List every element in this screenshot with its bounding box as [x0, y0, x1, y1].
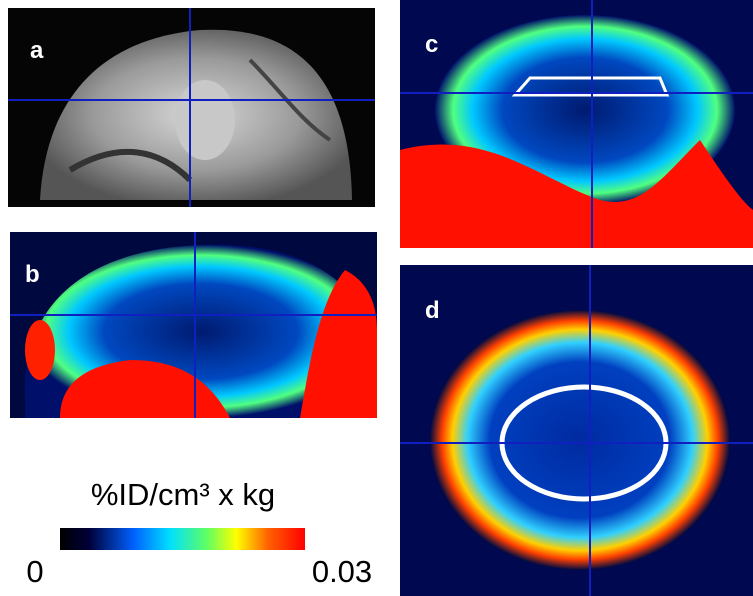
colorbar: %ID/cm³ x kg 0 0.03 [26, 477, 372, 589]
panel-label: c [425, 31, 438, 58]
panel-label: a [30, 37, 44, 64]
colorbar-scale [60, 528, 305, 550]
colorbar-max: 0.03 [312, 554, 372, 589]
panel-b: b [10, 232, 378, 418]
panel-a: a [8, 8, 375, 207]
panel-label: b [25, 261, 40, 288]
panel-label: d [425, 297, 440, 324]
colorbar-min: 0 [26, 554, 43, 589]
panel-d: d [400, 265, 753, 596]
colorbar-title: %ID/cm³ x kg [91, 477, 275, 512]
panel-c: c [400, 0, 753, 248]
